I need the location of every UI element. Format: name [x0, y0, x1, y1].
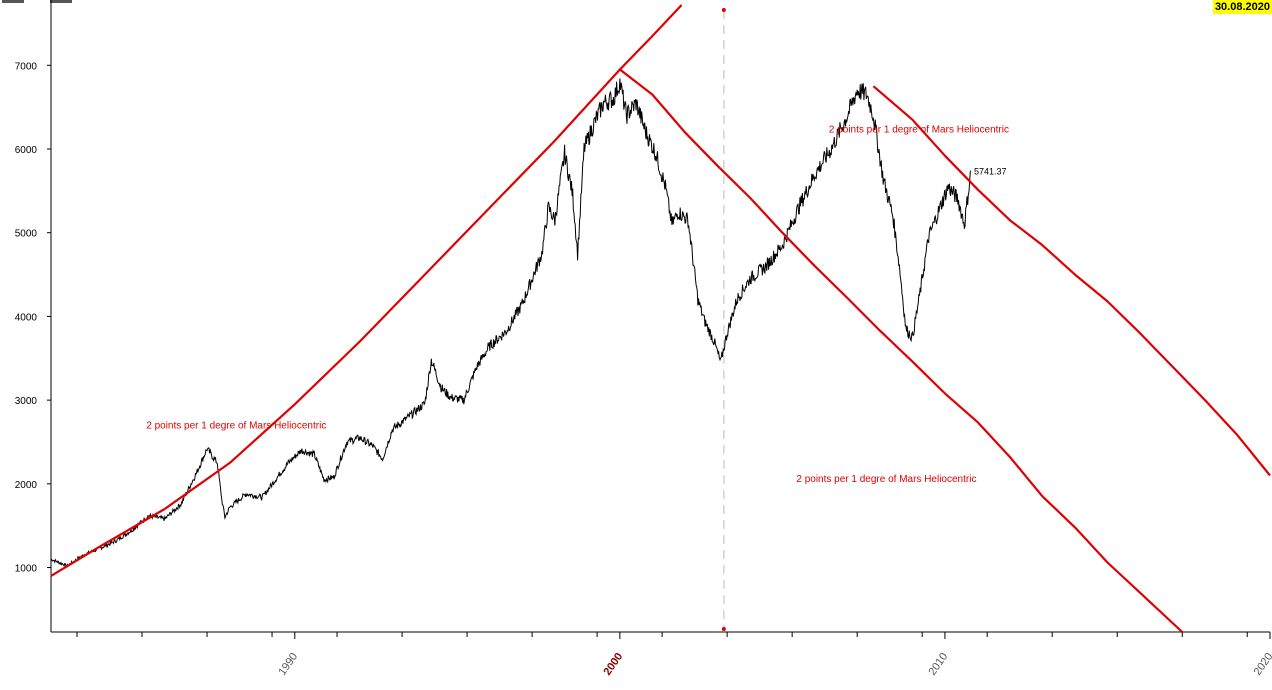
mars-angle-line-2: [619, 68, 1183, 633]
mars-angle-line-3: [872, 85, 1271, 477]
mars-annotation-label: 2 points per 1 degre of Mars Heliocentri…: [829, 124, 1009, 135]
toolbar-tab-stub[interactable]: [2, 0, 24, 3]
x-tick-label: 2010: [927, 651, 951, 678]
date-badge: 30.08.2020: [1212, 0, 1272, 14]
x-tick-label: 2000: [601, 651, 625, 678]
y-tick-label: 2000: [15, 480, 38, 491]
y-tick-label: 6000: [15, 145, 38, 156]
y-tick-label: 7000: [15, 61, 38, 72]
cursor-bottom-dot: [721, 627, 726, 631]
y-tick-label: 3000: [15, 396, 38, 407]
price-series-line: [51, 78, 972, 568]
y-tick-label: 4000: [15, 312, 38, 323]
x-tick-label: 1990: [276, 651, 300, 678]
mars-annotation-label: 2 points per 1 degre of Mars Heliocentri…: [796, 474, 976, 485]
y-tick-label: 1000: [15, 564, 38, 575]
mars-angle-line-1: [50, 4, 683, 577]
mars-annotation-label: 2 points per 1 degre of Mars Heliocentri…: [146, 421, 326, 432]
toolbar-tab-stub[interactable]: [50, 0, 72, 3]
last-value-label: 5741.37: [974, 167, 1007, 177]
x-tick-label: 2020: [1252, 651, 1272, 678]
y-tick-label: 5000: [15, 229, 38, 240]
cursor-top-dot: [721, 8, 726, 12]
